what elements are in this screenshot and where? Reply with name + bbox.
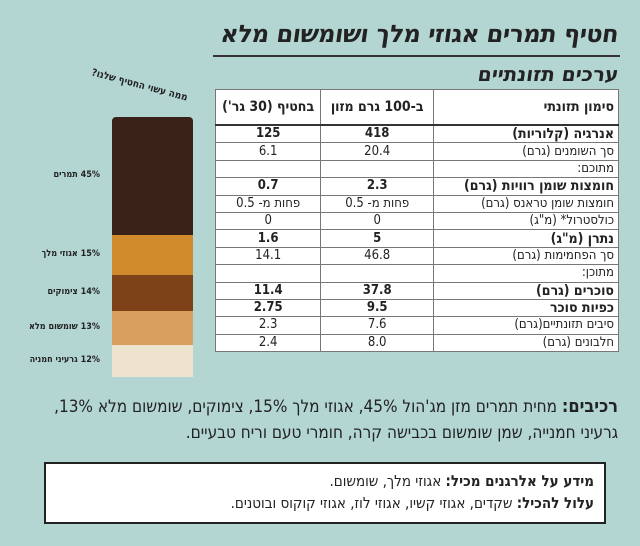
per100-value-cell: 2.3 xyxy=(320,177,435,196)
ingredients-label: רכיבים: xyxy=(561,396,618,417)
per100-value-cell: פחות מ- 0.5 xyxy=(320,194,435,213)
perbar-value-cell: 11.4 xyxy=(214,281,322,300)
table-row: סיבים תזונתיים(גרם) 7.6 2.3 xyxy=(214,316,619,335)
nutrition-table: סימון תזונתי ב-100 גרם מזון בחטיף (30 גר… xyxy=(214,89,619,353)
composition-segment-label: 14% צימוקים xyxy=(47,286,101,297)
per100-value-cell: 46.8 xyxy=(320,246,435,266)
ingredients-text: רכיבים: מחית תמרים מזן מג'הול 45%, אגוזי… xyxy=(18,394,618,446)
table-row: אנרגיה (קלוריות) 418 125 xyxy=(214,124,619,144)
composition-segment-label: 45% תמרים xyxy=(53,170,101,181)
perbar-value-cell: פחות מ- 0.5 xyxy=(214,194,322,213)
nutrient-name-cell: חומצות שומן רוויות (גרם) xyxy=(433,177,619,196)
allergen-contains-value: אגוזי מלך, שומשום. xyxy=(329,472,446,490)
per100-value-cell: 418 xyxy=(320,124,435,144)
table-row: מתוכן: xyxy=(214,264,619,283)
perbar-value-cell: 1.6 xyxy=(214,229,322,248)
nutrient-name-cell: כולסטרול* (מ"ג) xyxy=(433,211,619,231)
perbar-value-cell: 6.1 xyxy=(214,142,322,161)
per100-value-cell: 8.0 xyxy=(320,333,435,353)
allergen-may-value: שקדים, אגוזי קשיו, אגוזי לוז, אגוזי קוקו… xyxy=(230,494,517,512)
per100-value-cell xyxy=(320,264,435,283)
per100-value-cell: 5 xyxy=(320,229,435,248)
composition-heading: ממה עשוי החטיף שלנו? xyxy=(90,67,189,104)
nutrient-name-cell: מתוכן: xyxy=(433,264,619,283)
col-header-perbar: בחטיף (30 גר') xyxy=(214,89,322,126)
per100-value-cell: 7.6 xyxy=(320,316,435,335)
table-row: סך השומנים (גרם) 20.4 6.1 xyxy=(214,142,619,161)
nutrient-name-cell: נתרן (מ"ג) xyxy=(433,229,619,248)
per100-value-cell xyxy=(320,159,435,179)
per100-value-cell: 0 xyxy=(320,211,435,231)
per100-value-cell: 37.8 xyxy=(320,281,435,300)
perbar-value-cell: 0 xyxy=(214,211,322,231)
table-row: כפיות סוכר 9.5 2.75 xyxy=(214,298,619,318)
nutrient-name-cell: חלבונים (גרם) xyxy=(433,333,619,353)
table-row: חומצות שומן טראנס (גרם) פחות מ- 0.5 פחות מ… xyxy=(214,194,619,213)
composition-segment xyxy=(112,311,193,346)
allergen-contains-label: מידע על אלרגנים מכיל: xyxy=(445,472,594,490)
composition-segment-label: 13% שומשום מלא xyxy=(28,322,100,333)
nutrient-name-cell: סוכרים (גרם) xyxy=(433,281,619,300)
perbar-value-cell xyxy=(214,264,322,283)
nutrient-name-cell: כפיות סוכר xyxy=(433,298,619,318)
perbar-value-cell xyxy=(214,159,322,179)
table-row: סך הפחמימות (גרם) 46.8 14.1 xyxy=(214,246,619,266)
allergen-info-box: מידע על אלרגנים מכיל: אגוזי מלך, שומשום.… xyxy=(44,462,606,524)
table-row: כולסטרול* (מ"ג) 0 0 xyxy=(214,211,619,231)
title-divider xyxy=(213,55,620,57)
product-title: חטיף תמרים אגוזי מלך ושומשום מלא xyxy=(218,20,620,48)
perbar-value-cell: 0.7 xyxy=(214,177,322,196)
table-row: חלבונים (גרם) 8.0 2.4 xyxy=(214,333,619,353)
composition-segment-label: 15% אגוזי מלך xyxy=(41,248,100,259)
composition-segment-label: 12% גרעיני חמניה xyxy=(29,355,100,366)
table-row: נתרן (מ"ג) 5 1.6 xyxy=(214,229,619,248)
perbar-value-cell: 2.3 xyxy=(214,316,322,335)
nutrient-name-cell: חומצות שומן טראנס (גרם) xyxy=(433,194,619,213)
table-row: חומצות שומן רוויות (גרם) 2.3 0.7 xyxy=(214,177,619,196)
nutrition-subtitle: ערכים תזונתיים xyxy=(475,62,620,86)
allergen-may-label: עלול להכיל: xyxy=(516,494,594,512)
nutrient-name-cell: אנרגיה (קלוריות) xyxy=(433,124,619,144)
perbar-value-cell: 2.75 xyxy=(214,298,322,318)
perbar-value-cell: 125 xyxy=(214,124,322,144)
ingredients-list: מחית תמרים מזן מג'הול 45%, אגוזי מלך 15%… xyxy=(54,397,618,443)
table-row: סוכרים (גרם) 37.8 11.4 xyxy=(214,281,619,300)
composition-segment xyxy=(112,235,193,275)
composition-segment xyxy=(112,345,193,377)
col-header-nutrient: סימון תזונתי xyxy=(433,89,619,126)
per100-value-cell: 9.5 xyxy=(320,298,435,318)
allergen-contains-line: מידע על אלרגנים מכיל: אגוזי מלך, שומשום. xyxy=(56,470,594,492)
nutrient-name-cell: סך השומנים (גרם) xyxy=(433,142,619,161)
nutrient-name-cell: סך הפחמימות (גרם) xyxy=(433,246,619,266)
nutrient-name-cell: מתוכם: xyxy=(433,159,619,179)
nutrition-table-body: אנרגיה (קלוריות) 418 125 סך השומנים (גרם) 20… xyxy=(214,124,619,353)
composition-segment xyxy=(112,117,193,236)
table-header-row: סימון תזונתי ב-100 גרם מזון בחטיף (30 גר… xyxy=(214,89,619,126)
table-row: מתוכם: xyxy=(214,159,619,179)
col-header-per100: ב-100 גרם מזון xyxy=(320,89,435,126)
perbar-value-cell: 2.4 xyxy=(214,333,322,353)
composition-segment xyxy=(112,274,193,312)
perbar-value-cell: 14.1 xyxy=(214,246,322,266)
per100-value-cell: 20.4 xyxy=(320,142,435,161)
allergen-may-contain-line: עלול להכיל: שקדים, אגוזי קשיו, אגוזי לוז… xyxy=(56,492,594,514)
nutrient-name-cell: סיבים תזונתיים(גרם) xyxy=(433,316,619,335)
